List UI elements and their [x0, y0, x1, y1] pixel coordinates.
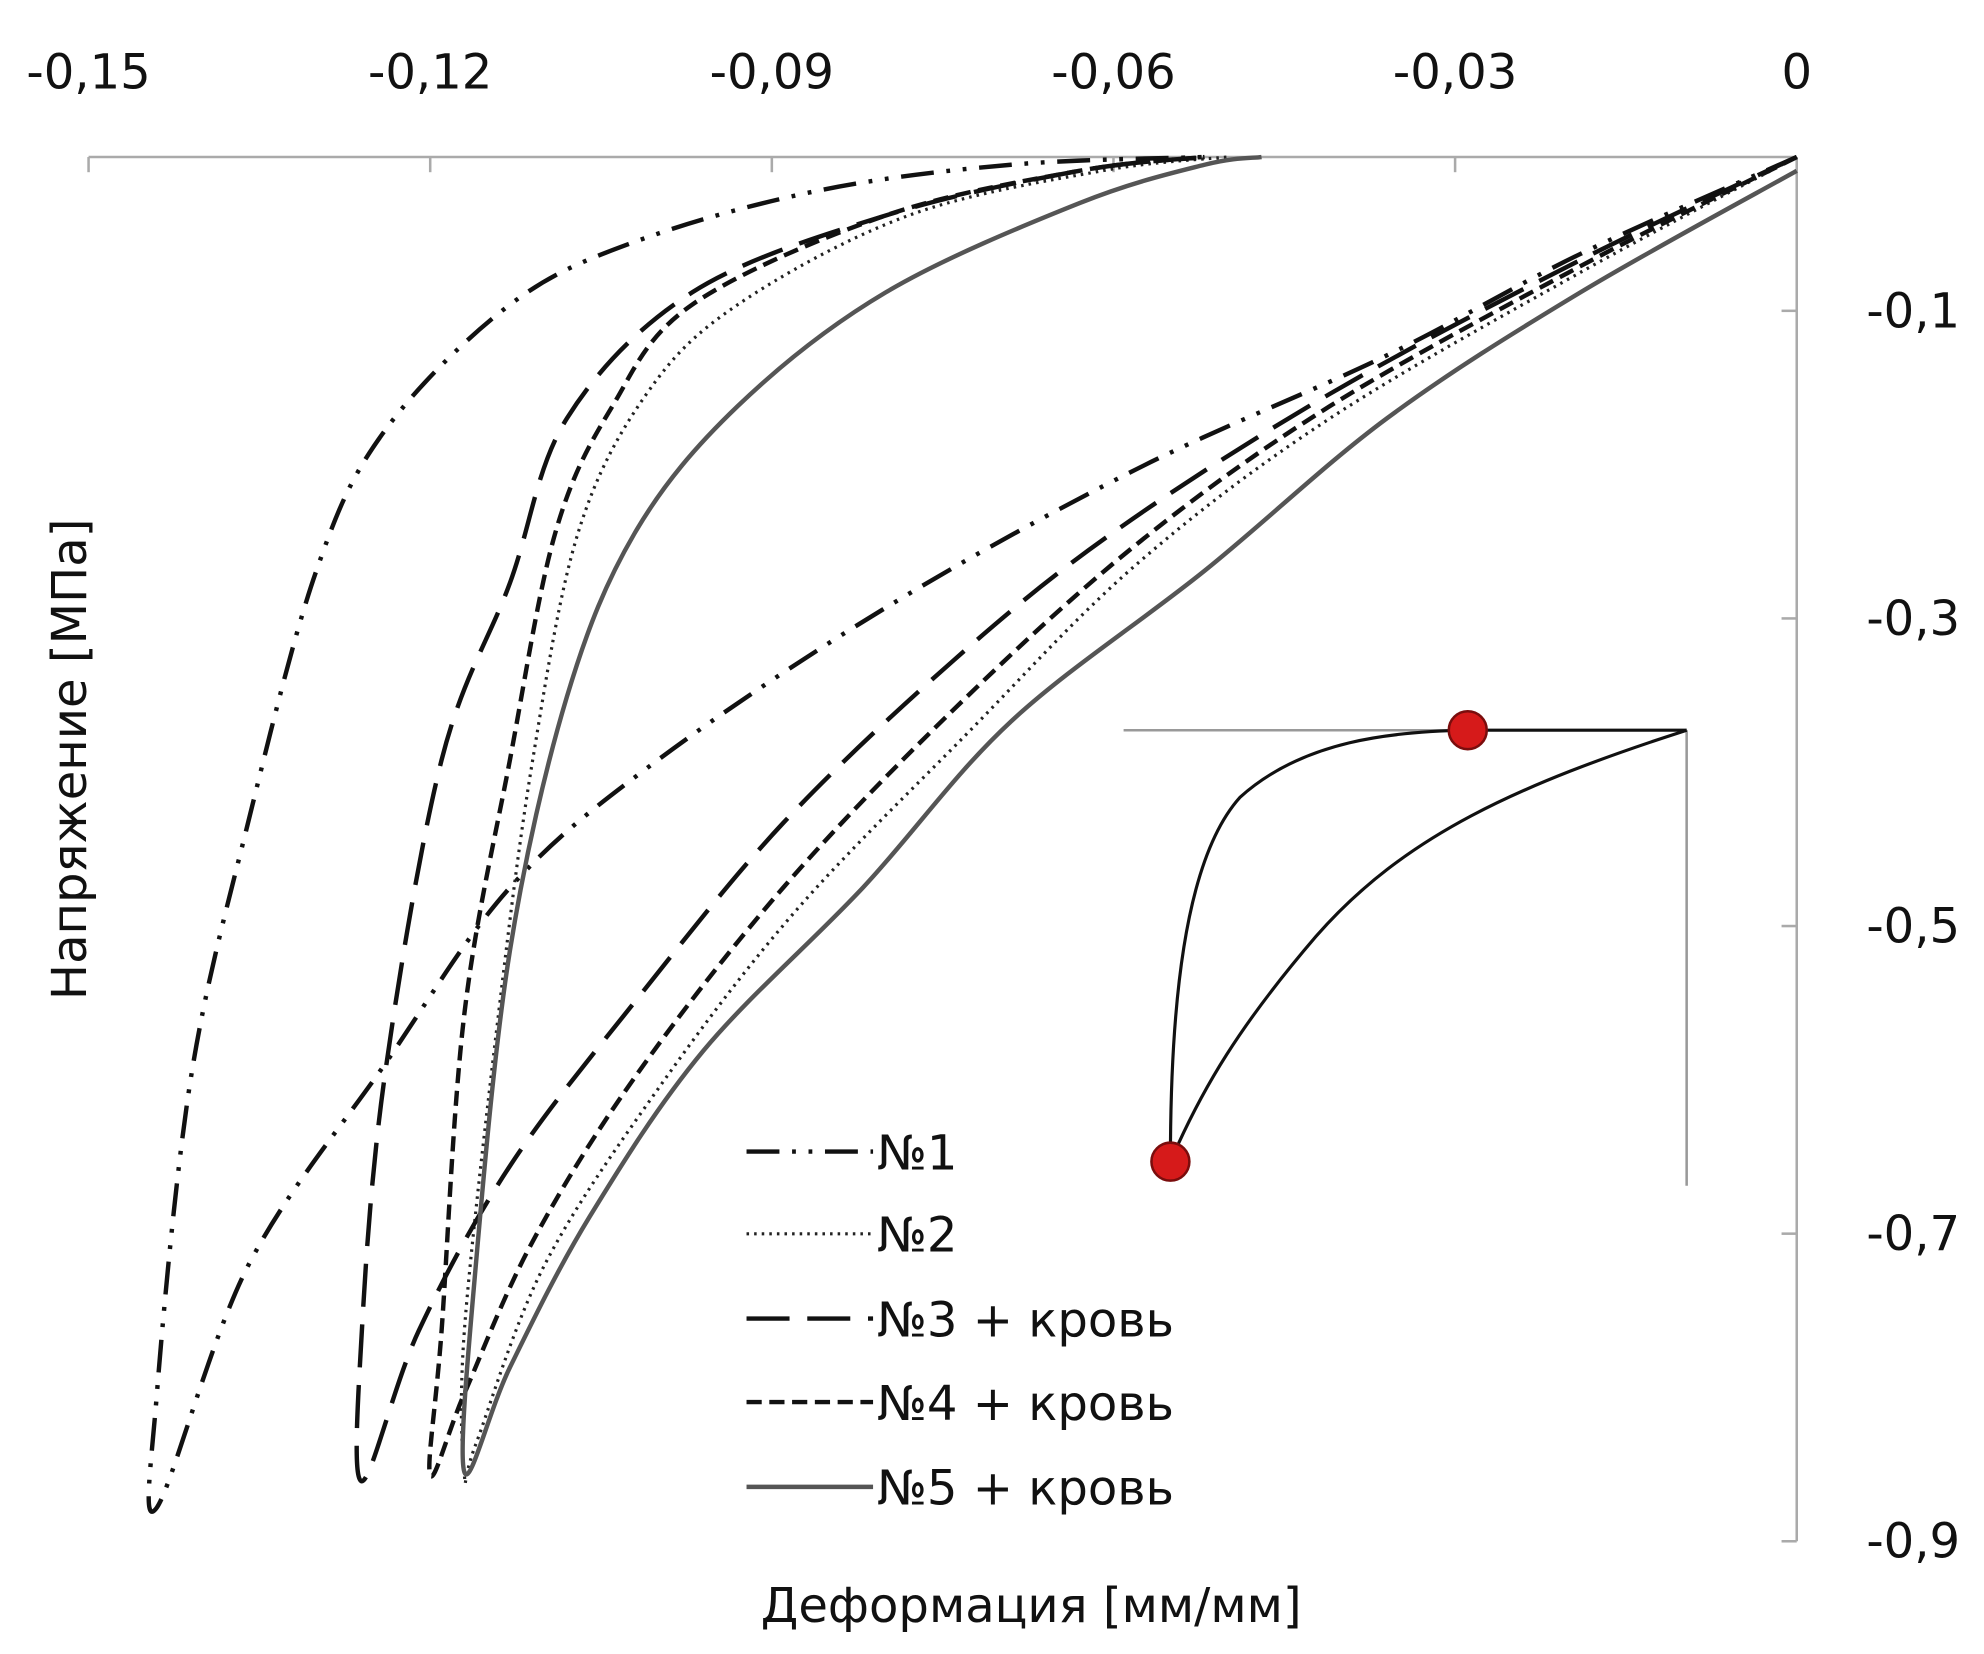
- x-ticks: -0,15 -0,12 -0,09 -0,06 -0,03 0: [26, 45, 1812, 173]
- y-tick-label: -0,9: [1866, 1514, 1960, 1570]
- series-line-2: [459, 155, 1798, 1485]
- x-tick-label: -0,09: [710, 45, 834, 101]
- x-axis-title: Деформация [мм/мм]: [761, 1578, 1302, 1634]
- x-tick-label: -0,06: [1051, 45, 1175, 101]
- legend-label-1: №1: [877, 1125, 958, 1181]
- x-tick-label: -0,03: [1393, 45, 1517, 101]
- x-tick-label: 0: [1781, 45, 1812, 101]
- series-group: [146, 154, 1798, 1514]
- legend-label-3: №3 + кровь: [877, 1292, 1174, 1348]
- y-tick-label: -0,1: [1866, 283, 1960, 339]
- axes: [88, 155, 1798, 1542]
- x-tick-label: -0,15: [26, 45, 150, 101]
- series-line-1: [146, 154, 1798, 1514]
- legend-label-4: №4 + кровь: [877, 1376, 1174, 1432]
- inset-marker-bottom: [1150, 1141, 1191, 1182]
- y-ticks: -0,1 -0,3 -0,5 -0,7 -0,9: [1781, 283, 1960, 1570]
- inset-unloading-curve: [1168, 728, 1687, 1162]
- y-tick-label: -0,3: [1866, 591, 1960, 647]
- inset-marker-top: [1447, 709, 1488, 751]
- x-tick-label: -0,12: [368, 45, 492, 101]
- series-line-5: [460, 154, 1798, 1477]
- inset-schematic: [1123, 709, 1688, 1186]
- inset-loading-curve: [1168, 728, 1688, 1163]
- series-line-3: [354, 154, 1798, 1484]
- legend-label-2: №2: [877, 1208, 958, 1264]
- series-line-4: [427, 154, 1798, 1479]
- y-tick-label: -0,7: [1866, 1206, 1960, 1262]
- y-tick-label: -0,5: [1866, 898, 1960, 954]
- legend: №1 №2 №3 + кровь №4 + кровь №5 + кровь: [746, 1125, 1174, 1517]
- y-axis-title: Напряжение [МПа]: [42, 519, 98, 1001]
- legend-label-5: №5 + кровь: [877, 1461, 1174, 1517]
